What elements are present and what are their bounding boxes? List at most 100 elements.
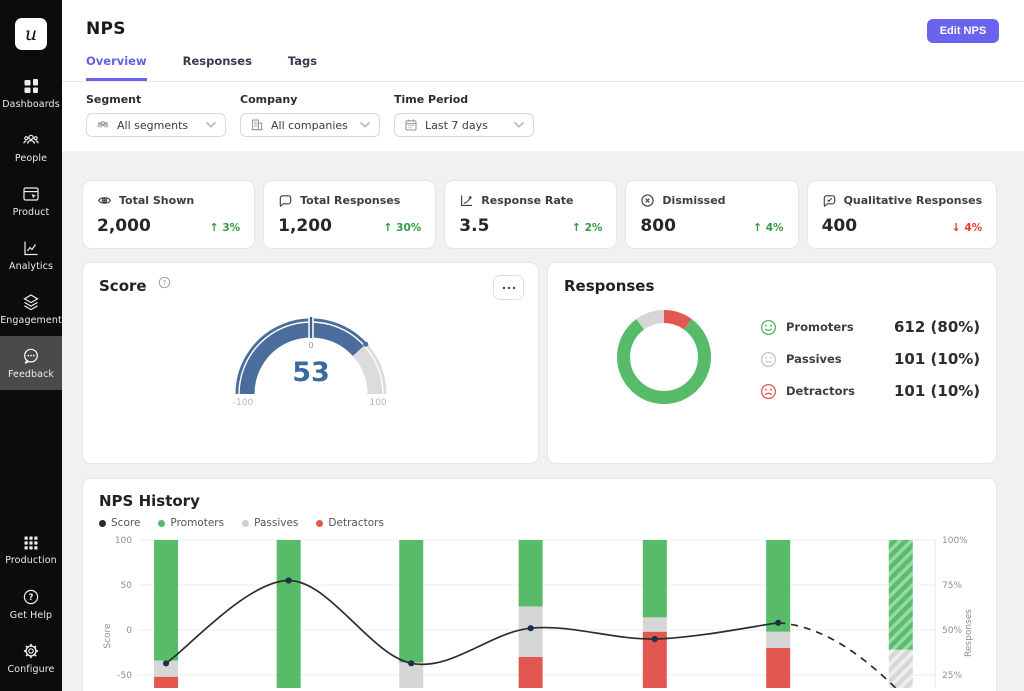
tab-overview[interactable]: Overview: [86, 54, 147, 81]
svg-text:50: 50: [121, 581, 133, 591]
chevron-down-icon: [360, 122, 370, 128]
chat-bubble-icon: [279, 195, 292, 207]
get-help-icon: ?: [23, 589, 39, 605]
engagement-icon: [23, 294, 39, 311]
page-title: NPS: [86, 19, 126, 39]
segment-select[interactable]: All segments: [86, 113, 226, 137]
stat-value: 1,200: [278, 216, 332, 236]
legend-row-detractors: Detractors 101 (10%): [760, 382, 980, 400]
stat-label: Qualitative Responses: [843, 194, 983, 207]
tab-responses[interactable]: Responses: [182, 54, 252, 68]
people-icon: [23, 134, 39, 144]
dashboard-content: Total Shown 2,000 ↑ 3% Total Responses 1…: [62, 151, 1024, 691]
stat-value: 3.5: [459, 216, 490, 236]
edit-nps-button[interactable]: Edit NPS: [926, 19, 1000, 43]
company-select[interactable]: All companies: [240, 113, 380, 137]
svg-text:75%: 75%: [942, 581, 962, 591]
segment-filter-label: Segment: [86, 93, 142, 106]
company-select-value: All companies: [271, 118, 348, 132]
segment-select-value: All segments: [117, 118, 189, 132]
svg-text:0: 0: [126, 626, 132, 636]
legend-label: Promoters: [786, 320, 854, 334]
filter-bar: Segment All segments Company All compani…: [62, 82, 1024, 151]
sidebar-item-feedback[interactable]: Feedback: [0, 336, 62, 390]
calendar-icon: [405, 119, 417, 131]
svg-text:-50: -50: [117, 671, 132, 681]
sidebar-item-people[interactable]: People: [0, 120, 62, 174]
dismissed-x-circle-icon: [641, 194, 655, 207]
passives-legend-dot: [242, 519, 250, 527]
help-icon[interactable]: ?: [158, 276, 171, 289]
stat-card-total-responses: Total Responses 1,200 ↑ 30%: [264, 181, 436, 248]
response-rate-chart-icon: [461, 195, 473, 206]
time-period-filter-label: Time Period: [394, 93, 469, 106]
time-period-select[interactable]: Last 7 days: [394, 113, 534, 137]
happy-face-icon: [760, 319, 777, 335]
stat-label: Total Responses: [300, 194, 401, 207]
analytics-icon: [24, 241, 38, 256]
legend-value: 612 (80%): [894, 318, 981, 336]
sad-face-icon: [760, 383, 777, 399]
sidebar-item-engagement[interactable]: Engagement: [0, 282, 62, 336]
score-gauge: 0 53 -100 100: [99, 301, 522, 415]
dashboards-icon: [24, 79, 38, 93]
userpilot-logo[interactable]: u: [15, 18, 47, 50]
svg-text:100: 100: [115, 536, 132, 546]
segment-people-icon: [97, 121, 109, 128]
stat-delta: ↑ 2%: [571, 221, 603, 234]
legend-item-promoters: Promoters: [158, 517, 224, 529]
dots-menu-icon: [502, 286, 515, 289]
main-area: NPS Edit NPS Overview Responses Tags Seg…: [62, 0, 1024, 691]
tab-tags[interactable]: Tags: [287, 54, 318, 68]
legend-value: 101 (10%): [894, 382, 981, 400]
legend-value: 101 (10%): [894, 350, 981, 368]
middle-row: Score ? 0 53 -100 100 Responses: [83, 263, 997, 463]
legend-item-passives: Passives: [242, 517, 298, 529]
company-filter: Company All companies: [240, 93, 380, 137]
sidebar-item-configure[interactable]: Configure: [0, 631, 62, 685]
sidebar-item-label: Dashboards: [2, 99, 60, 110]
tab-bar: Overview Responses Tags: [62, 54, 1024, 82]
stat-value: 2,000: [97, 216, 151, 236]
stat-card-total-shown: Total Shown 2,000 ↑ 3%: [83, 181, 255, 248]
responses-legend: Promoters 612 (80%) Passives 101 (10%) D…: [760, 318, 980, 400]
segment-filter: Segment All segments: [86, 93, 226, 137]
sidebar-item-dashboards[interactable]: Dashboards: [0, 66, 62, 120]
qualitative-bubble-check-icon: [823, 195, 835, 207]
nps-history-legend: Score Promoters Passives Detractors: [99, 517, 980, 529]
sidebar-item-get-help[interactable]: ? Get Help: [0, 577, 62, 631]
company-filter-label: Company: [240, 93, 298, 106]
svg-text:100: 100: [369, 398, 386, 408]
logo-letter: u: [24, 23, 38, 45]
responses-card: Responses Promoters 612 (80%): [548, 263, 997, 463]
sidebar-item-analytics[interactable]: Analytics: [0, 228, 62, 282]
responses-card-title: Responses: [564, 277, 655, 295]
score-card-menu-button[interactable]: [493, 275, 524, 300]
responses-donut: [616, 309, 712, 409]
score-gauge-chart: 0 53 -100 100: [232, 316, 386, 408]
sidebar-item-label: Analytics: [8, 261, 54, 272]
svg-text:100%: 100%: [942, 536, 968, 546]
sidebar-nav-bottom: Production ? Get Help Configure: [0, 523, 62, 685]
responses-donut-chart: [617, 310, 711, 404]
legend-row-passives: Passives 101 (10%): [760, 350, 980, 368]
legend-row-promoters: Promoters 612 (80%): [760, 318, 980, 336]
sidebar-item-label: People: [14, 153, 48, 164]
product-icon: [23, 187, 39, 201]
promoters-legend-dot: [158, 519, 166, 527]
nps-history-title: NPS History: [99, 492, 200, 510]
legend-item-score: Score: [99, 517, 140, 529]
sidebar-item-production[interactable]: Production: [0, 523, 62, 577]
stat-label: Response Rate: [481, 194, 574, 207]
stat-card-qualitative-responses: Qualitative Responses 400 ↓ 4%: [807, 181, 997, 248]
stat-card-dismissed: Dismissed 800 ↑ 4%: [626, 181, 798, 248]
responses-body: Promoters 612 (80%) Passives 101 (10%) D…: [564, 309, 980, 409]
score-card: Score ? 0 53 -100 100: [83, 263, 538, 463]
stat-label: Dismissed: [662, 194, 726, 207]
eye-icon: [97, 197, 112, 204]
sidebar-nav: Dashboards People Product Analytics Enga…: [0, 66, 62, 390]
sidebar-item-product[interactable]: Product: [0, 174, 62, 228]
sidebar: u Dashboards People Product Analytics En…: [0, 0, 62, 691]
svg-text:?: ?: [29, 593, 34, 603]
stat-delta: ↑ 30%: [383, 221, 422, 234]
